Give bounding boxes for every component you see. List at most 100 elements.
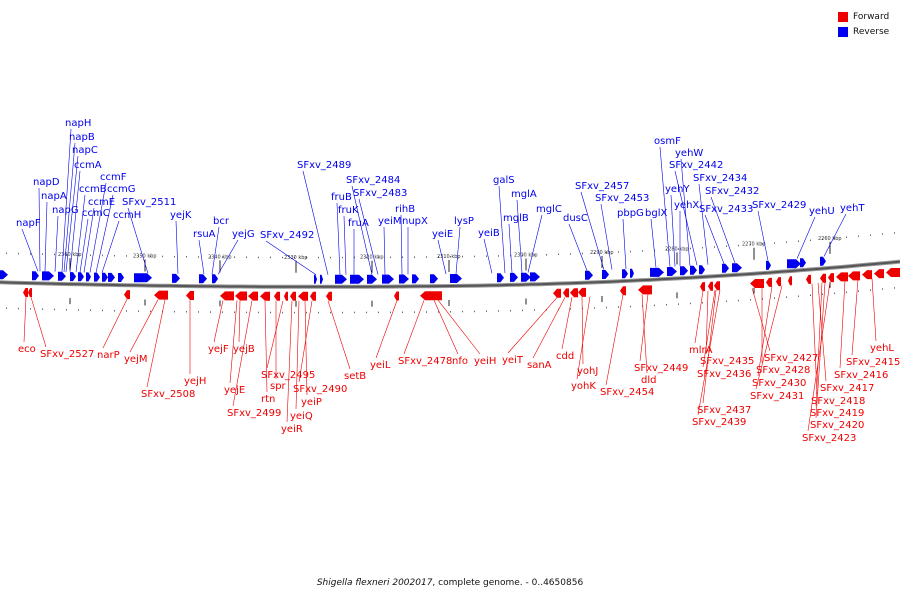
reverse-arrow — [78, 272, 84, 282]
gene-label-reverse: fruA — [348, 218, 369, 229]
gene-label-reverse: SFxv_2434 — [693, 173, 747, 184]
reverse-arrow — [450, 274, 462, 283]
tick-dot — [882, 233, 883, 235]
tick-dot — [294, 311, 295, 314]
leader-forward — [437, 299, 481, 355]
reverse-arrow — [118, 273, 124, 282]
tick-dot — [102, 254, 103, 257]
tick-dot — [666, 304, 667, 306]
tick-dot — [546, 254, 547, 256]
forward-arrow — [186, 291, 194, 300]
tick-dot — [186, 256, 187, 258]
gene-label-forward: SFxv_2454 — [600, 387, 654, 398]
leader-reverse — [508, 223, 513, 273]
tick-dot — [198, 256, 199, 258]
tick-dot — [726, 245, 727, 247]
forward-arrow — [154, 290, 168, 300]
gene-label-reverse: ccmG — [107, 184, 136, 195]
forward-arrow — [620, 286, 626, 296]
leader-forward — [229, 300, 238, 384]
leader-reverse — [69, 170, 81, 273]
tick-dot — [306, 256, 307, 259]
tick-dot — [90, 254, 91, 256]
tick-dot — [462, 255, 463, 258]
gene-label-reverse: SFxv_2483 — [353, 188, 407, 199]
leader-forward — [702, 290, 717, 404]
gene-label-reverse: nupX — [402, 216, 428, 227]
reverse-arrow — [212, 274, 218, 284]
leader-reverse — [383, 226, 386, 275]
leader-reverse — [79, 218, 89, 273]
leader-forward — [286, 300, 293, 423]
forward-arrow — [750, 279, 764, 288]
reverse-arrow — [86, 272, 91, 282]
gene-label-forward: SFxv_2478 — [398, 356, 452, 367]
tick-dot — [810, 294, 811, 296]
tick-dot — [534, 309, 535, 311]
reverse-arrow — [521, 272, 531, 282]
reverse-arrow — [732, 263, 742, 273]
gene-labels: napF napD napA napG napH napB napC ccmA ccmB ccmC… — [16, 118, 900, 444]
tick-dot — [510, 309, 511, 312]
leader-forward — [581, 296, 584, 365]
gene-label-reverse: ccmA — [74, 160, 102, 171]
tick-dot — [486, 310, 487, 312]
tick-dot — [258, 256, 259, 259]
gene-label-forward: yejE — [224, 385, 245, 396]
forward-arrow — [248, 291, 258, 301]
gene-label-forward: SFxv_2418 — [811, 396, 865, 407]
reverse-arrow — [335, 274, 347, 284]
label-leaders — [21, 128, 877, 432]
tick-label: 2300 kbp — [514, 253, 538, 259]
tick-dot — [54, 253, 55, 256]
tick-dot — [702, 247, 703, 249]
leader-reverse — [710, 196, 736, 264]
tick-dot — [810, 239, 811, 241]
leader-reverse — [211, 226, 220, 275]
leader-forward — [507, 297, 558, 354]
gene-label-forward: yeiT — [502, 355, 524, 366]
tick-dot — [402, 311, 403, 313]
reverse-arrow — [680, 266, 688, 276]
forward-arrow — [563, 288, 569, 298]
tick-dot — [42, 253, 43, 255]
gene-label-forward: yeiQ — [290, 411, 313, 422]
gene-label-reverse: lysP — [454, 216, 474, 227]
reverse-arrow — [102, 272, 108, 282]
leader-forward — [605, 295, 624, 386]
leader-forward — [23, 296, 27, 343]
tick-dot — [174, 255, 175, 258]
leader-reverse — [455, 226, 461, 274]
leader-forward — [705, 290, 709, 355]
tick-dot — [234, 256, 235, 258]
gene-label-forward: SFxv_2437 — [697, 405, 751, 416]
gene-label-reverse: dusC — [563, 213, 588, 224]
tick-dot — [630, 250, 631, 253]
leader-reverse — [127, 207, 149, 274]
tick-dot — [426, 256, 427, 258]
leader-reverse — [600, 203, 613, 270]
gene-label-reverse: SFxv_2492 — [260, 230, 314, 241]
tick-label: 2260 kbp — [818, 236, 842, 242]
gene-label-reverse: napF — [16, 218, 41, 229]
tick-dot — [66, 309, 67, 311]
legend-forward-label: Forward — [853, 11, 890, 22]
reverse-arrow — [430, 274, 438, 284]
forward-arrow — [828, 273, 834, 283]
gene-label-forward: yohJ — [577, 366, 598, 377]
reverse-arrow — [602, 270, 609, 279]
tick-dot — [138, 255, 139, 257]
tick-dot — [438, 256, 439, 258]
leader-forward — [327, 300, 351, 370]
leader-forward — [561, 297, 573, 350]
tick-dot — [702, 302, 703, 304]
gene-label-reverse: yeiM — [378, 216, 401, 227]
forward-arrow — [862, 270, 872, 280]
reverse-arrow — [108, 272, 115, 282]
gene-label-reverse: yeiE — [432, 229, 453, 240]
leader-reverse — [674, 170, 698, 266]
gene-label-forward: cdd — [556, 351, 574, 362]
leader-reverse — [65, 155, 79, 273]
leader-reverse — [351, 185, 373, 275]
tick-label: 2360 kbp — [58, 252, 82, 258]
